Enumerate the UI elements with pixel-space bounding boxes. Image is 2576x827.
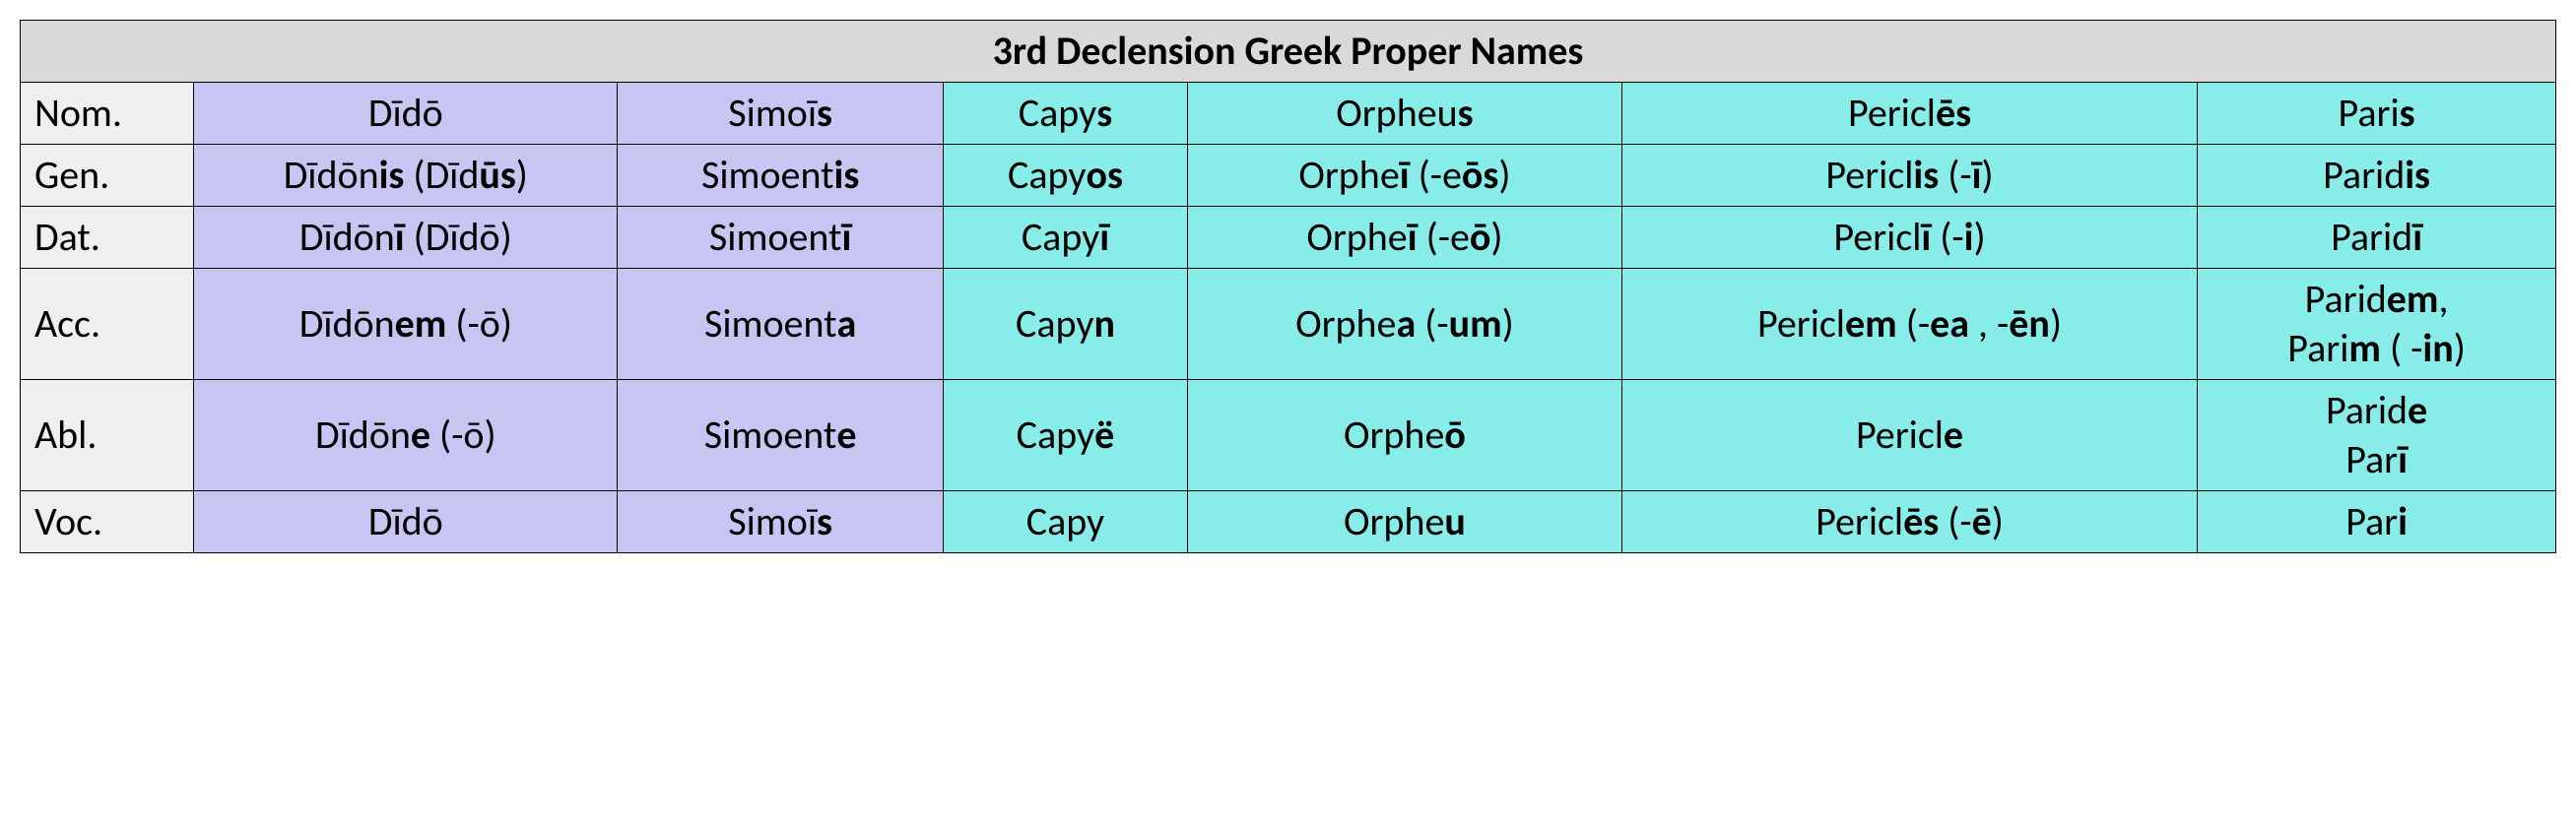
case-label: Voc.	[21, 491, 194, 553]
form-cell: Periclī (-i)	[1621, 207, 2197, 269]
form-cell: Paridī	[2198, 207, 2556, 269]
form-cell: Periclēs	[1621, 83, 2197, 145]
table-row: Acc.Dīdōnem (-ō)SimoentaCapynOrphea (-um…	[21, 269, 2556, 380]
form-cell: Simoīs	[618, 83, 944, 145]
table-row: Nom.DīdōSimoīsCapysOrpheusPericlēsParis	[21, 83, 2556, 145]
table-row: Gen.Dīdōnis (Dīdūs)SimoentisCapyosOrpheī…	[21, 145, 2556, 207]
form-cell: Orpheus	[1187, 83, 1621, 145]
form-cell: Orpheō	[1187, 380, 1621, 491]
form-cell: Paris	[2198, 83, 2556, 145]
form-cell: Pari	[2198, 491, 2556, 553]
declension-table: 3rd Declension Greek Proper NamesNom.Dīd…	[20, 20, 2556, 553]
case-label: Dat.	[21, 207, 194, 269]
table-body: 3rd Declension Greek Proper NamesNom.Dīd…	[21, 21, 2556, 553]
form-cell: Capy	[943, 491, 1187, 553]
form-cell: Dīdōne (-ō)	[194, 380, 618, 491]
form-cell: Capyos	[943, 145, 1187, 207]
form-cell: Capyn	[943, 269, 1187, 380]
form-cell: Pericle	[1621, 380, 2197, 491]
form-cell: Simoentis	[618, 145, 944, 207]
case-label: Nom.	[21, 83, 194, 145]
form-cell: Simoentī	[618, 207, 944, 269]
table-row: Voc.DīdōSimoīsCapyOrpheuPericlēs (-ē)Par…	[21, 491, 2556, 553]
form-cell: Paridem,Parim ( -in)	[2198, 269, 2556, 380]
case-label: Gen.	[21, 145, 194, 207]
form-cell: Simoente	[618, 380, 944, 491]
form-cell: Capyë	[943, 380, 1187, 491]
form-cell: Periclis (-ī)	[1621, 145, 2197, 207]
form-cell: Capyī	[943, 207, 1187, 269]
form-cell: Orphea (-um)	[1187, 269, 1621, 380]
form-cell: Periclem (-ea , -ēn)	[1621, 269, 2197, 380]
form-cell: Capys	[943, 83, 1187, 145]
form-cell: Paridis	[2198, 145, 2556, 207]
form-cell: Orpheī (-eōs)	[1187, 145, 1621, 207]
form-cell: Dīdō	[194, 491, 618, 553]
case-label: Acc.	[21, 269, 194, 380]
form-cell: Simoenta	[618, 269, 944, 380]
table-title: 3rd Declension Greek Proper Names	[21, 21, 2556, 83]
form-cell: Dīdōnem (-ō)	[194, 269, 618, 380]
form-cell: Dīdōnis (Dīdūs)	[194, 145, 618, 207]
table-row: Abl.Dīdōne (-ō)SimoenteCapyëOrpheōPericl…	[21, 380, 2556, 491]
case-label: Abl.	[21, 380, 194, 491]
table-row: Dat.Dīdōnī (Dīdō)SimoentīCapyīOrpheī (-e…	[21, 207, 2556, 269]
form-cell: Orpheī (-eō)	[1187, 207, 1621, 269]
form-cell: Orpheu	[1187, 491, 1621, 553]
form-cell: Dīdō	[194, 83, 618, 145]
form-cell: Dīdōnī (Dīdō)	[194, 207, 618, 269]
form-cell: Periclēs (-ē)	[1621, 491, 2197, 553]
form-cell: Simoīs	[618, 491, 944, 553]
form-cell: ParideParī	[2198, 380, 2556, 491]
